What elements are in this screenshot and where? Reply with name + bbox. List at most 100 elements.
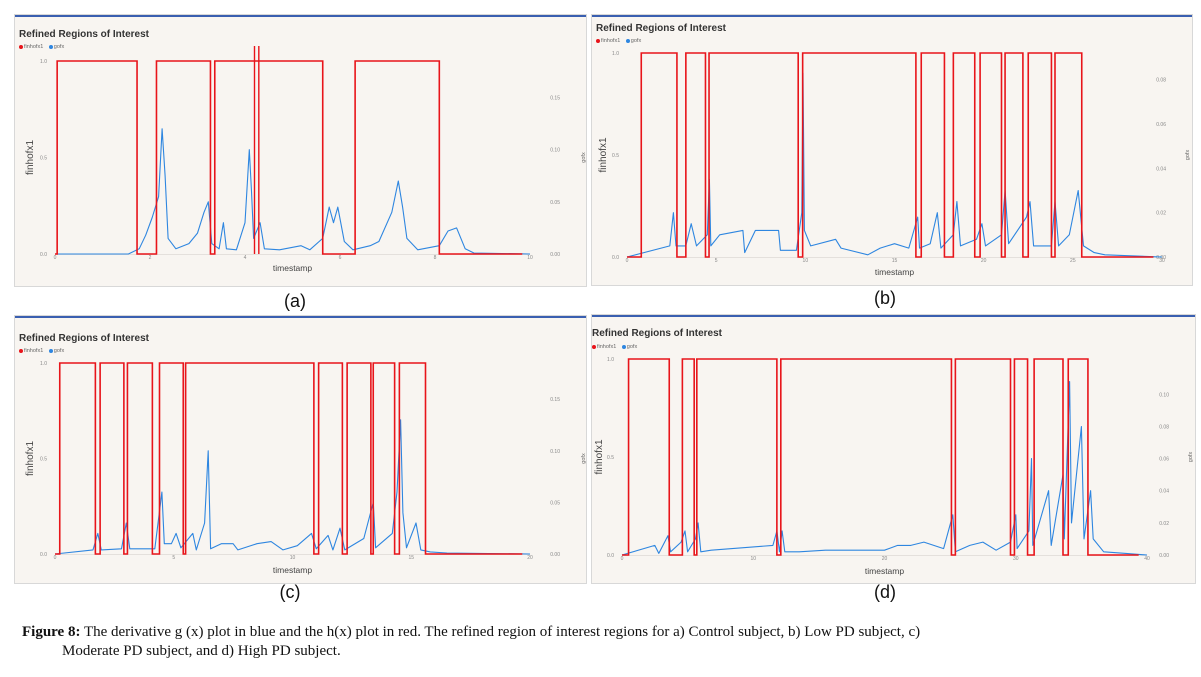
legend-g-dot — [621, 344, 626, 349]
y2-tick-label: 0.10 — [550, 449, 560, 455]
chart-panel-d: Refined Regions of Interest finhofx1 gof… — [591, 314, 1196, 584]
x-tick-label: 0 — [621, 556, 624, 562]
plot-area: 0 2 4 6 8 10 0.0 0.5 1.0 0.00 0.05 0.10 0.15 timestam… — [25, 46, 586, 273]
x-axis-label: timestamp — [875, 267, 914, 277]
legend-g-dot — [48, 44, 53, 49]
panel-label-b: (b) — [874, 288, 896, 308]
y2-tick-label: 0.10 — [1159, 392, 1169, 398]
x-tick-label: 10 — [290, 555, 296, 561]
y-axis-label: finhofx1 — [594, 439, 605, 474]
legend-g-dot — [48, 348, 53, 353]
x-tick-label: 20 — [527, 555, 533, 561]
panel-top-border — [15, 15, 586, 17]
y2-axis-label: gofx — [581, 453, 586, 464]
x-tick-label: 2 — [149, 255, 152, 261]
x-tick-label: 10 — [527, 255, 533, 261]
chart-legend: finhofx1 gofx — [19, 44, 68, 50]
legend-g-label: gofx — [626, 344, 638, 350]
plot-area: 0 10 20 30 40 0.0 0.5 1.0 0.00 0.02 0.04 0.06 0.08 0.… — [594, 357, 1194, 576]
legend-h-label: finhofx1 — [24, 348, 44, 354]
y-tick-label: 1.0 — [612, 51, 619, 57]
y-tick-label: 1.0 — [40, 59, 47, 65]
x-tick-label: 5 — [715, 258, 718, 264]
y2-tick-label: 0.06 — [1159, 457, 1169, 463]
x-tick-label: 0 — [54, 555, 57, 561]
panel-label-d: (d) — [874, 582, 896, 602]
chart-legend: finhofx1 gofx — [596, 38, 645, 44]
chart-title: Refined Regions of Interest — [592, 328, 723, 339]
panel-label-a: (a) — [284, 291, 306, 311]
x-tick-label: 20 — [882, 556, 888, 562]
legend-g-label: gofx — [53, 44, 65, 50]
chart-panel-c: Refined Regions of Interest finhofx1 gof… — [14, 315, 587, 584]
legend-h-label: finhofx1 — [601, 38, 621, 44]
caption-text: The derivative g (x) plot in blue and th… — [83, 624, 921, 640]
caption-text-continued: Moderate PD subject, and d) High PD subj… — [62, 643, 341, 659]
x-tick-label: 0 — [54, 255, 57, 261]
x-tick-label: 30 — [1159, 258, 1165, 264]
y2-tick-label: 0.04 — [1156, 166, 1166, 172]
chart-legend: finhofx1 gofx — [19, 348, 68, 354]
y2-tick-label: 0.15 — [550, 397, 560, 403]
y-tick-label: 1.0 — [607, 357, 614, 363]
panel-top-border — [15, 316, 586, 318]
y-tick-label: 0.5 — [40, 156, 47, 162]
x-tick-label: 25 — [1070, 258, 1076, 264]
y2-tick-label: 0.04 — [1159, 489, 1169, 495]
x-tick-label: 20 — [981, 258, 987, 264]
x-tick-label: 4 — [244, 255, 247, 261]
x-tick-label: 30 — [1013, 556, 1019, 562]
y2-tick-label: 0.00 — [550, 252, 560, 258]
y2-tick-label: 0.15 — [550, 96, 560, 102]
chart-title: Refined Regions of Interest — [596, 23, 727, 34]
y-axis-label: finhofx1 — [25, 140, 36, 175]
x-tick-label: 5 — [172, 555, 175, 561]
legend-h-dot — [592, 344, 596, 349]
y2-axis-label: gofx — [1185, 150, 1191, 161]
finhofx1-series-line — [622, 358, 1139, 556]
x-tick-label: 15 — [892, 258, 898, 264]
legend-h-label: finhofx1 — [597, 344, 617, 350]
y2-tick-label: 0.02 — [1156, 211, 1166, 217]
finhofx1-series-line — [55, 60, 523, 255]
y-tick-label: 0.0 — [40, 252, 47, 258]
y2-tick-label: 0.05 — [550, 200, 560, 206]
plot-area: 0 5 10 15 20 0.0 0.5 1.0 0.00 0.05 0.10 0.15 timesta… — [25, 361, 586, 575]
panel-top-border — [592, 315, 1195, 317]
x-tick-label: 15 — [408, 555, 414, 561]
finhofx1-series-line — [627, 52, 1154, 258]
chart-title: Refined Regions of Interest — [19, 333, 150, 344]
y-tick-label: 0.0 — [40, 552, 47, 558]
gofx-series-line — [626, 72, 1163, 258]
y-axis-label: finhofx1 — [25, 441, 36, 476]
y2-axis-label: gofx — [1188, 452, 1194, 463]
legend-g-label: gofx — [53, 348, 65, 354]
y-tick-label: 0.5 — [40, 457, 47, 463]
legend-h-label: finhofx1 — [24, 44, 44, 50]
y-tick-label: 1.0 — [40, 361, 47, 367]
y2-tick-label: 0.08 — [1156, 78, 1166, 84]
y-tick-label: 0.5 — [607, 455, 614, 461]
x-tick-label: 10 — [803, 258, 809, 264]
x-tick-label: 0 — [626, 258, 629, 264]
legend-g-dot — [625, 38, 630, 43]
x-tick-label: 8 — [434, 255, 437, 261]
y-tick-label: 0.0 — [612, 255, 619, 261]
legend-h-dot — [19, 44, 23, 49]
legend-h-dot — [596, 38, 600, 43]
panel-label-c: (c) — [279, 582, 301, 602]
y2-axis-label: gofx — [581, 152, 586, 163]
y2-tick-label: 0.02 — [1159, 521, 1169, 527]
chart-panel-b: Refined Regions of Interest finhofx1 gof… — [591, 14, 1193, 286]
chart-panel-a: Refined Regions of Interest finhofx1 gof… — [14, 14, 587, 287]
chart-legend: finhofx1 gofx — [592, 344, 641, 350]
gofx-series-line — [54, 419, 531, 555]
legend-g-label: gofx — [630, 38, 642, 44]
y2-tick-label: 0.00 — [1156, 255, 1166, 261]
legend-h-dot — [19, 348, 23, 353]
y2-tick-label: 0.05 — [550, 500, 560, 506]
caption-prefix: Figure 8: — [22, 624, 81, 640]
y2-tick-label: 0.00 — [550, 552, 560, 558]
y-axis-label: finhofx1 — [598, 137, 609, 172]
y2-tick-label: 0.00 — [1159, 553, 1169, 559]
